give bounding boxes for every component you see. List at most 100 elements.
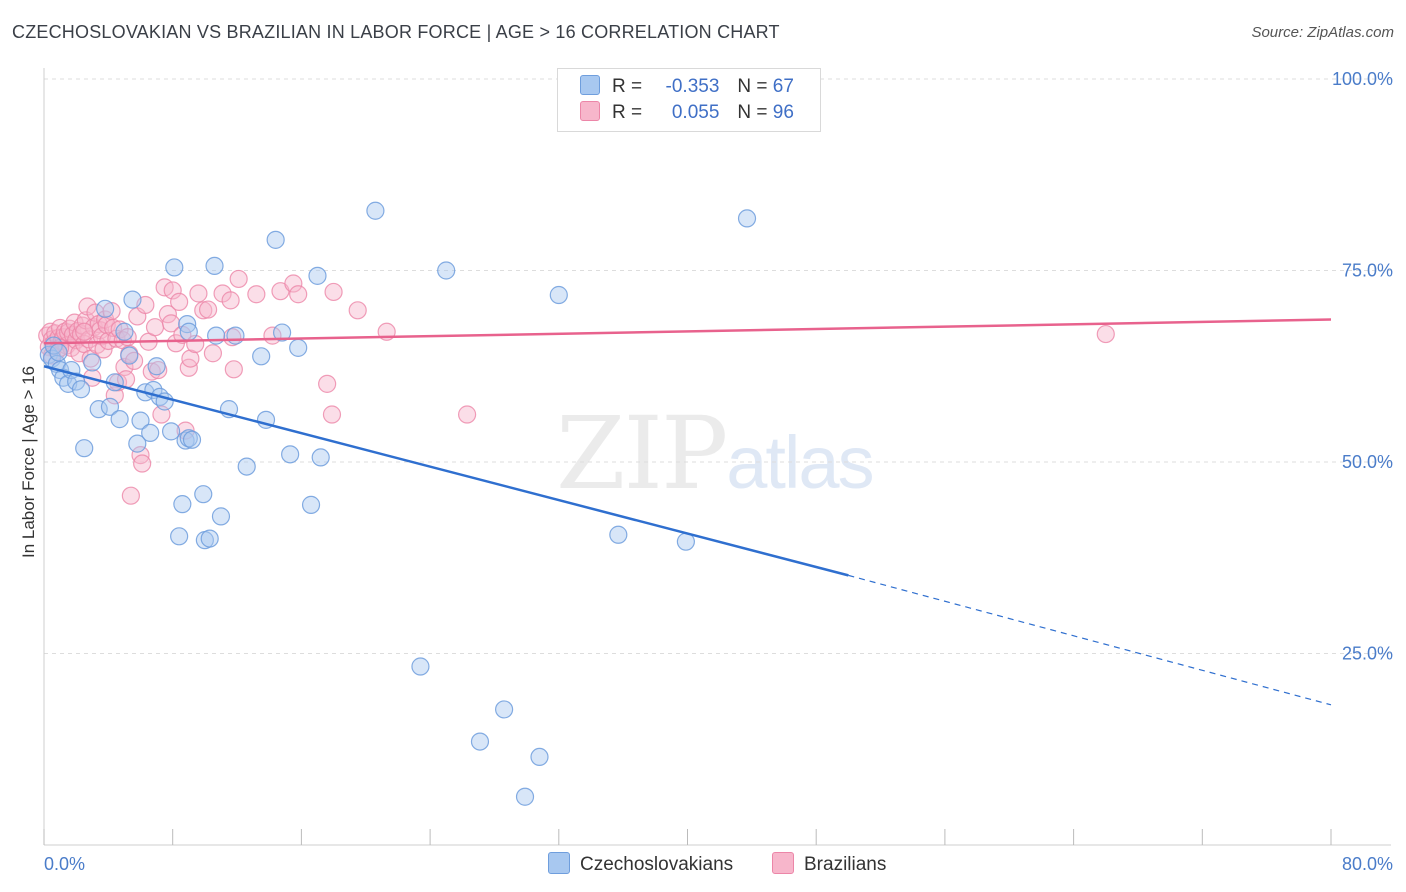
czech-swatch <box>580 75 600 95</box>
legend-n-value: 67 <box>772 76 794 97</box>
data-point-czechoslovakians <box>115 322 134 341</box>
correlation-legend: R = -0.353 N = 67 R = 0.055 N = 96 <box>557 68 821 132</box>
data-point-czechoslovakians <box>83 353 102 372</box>
data-point-czechoslovakians <box>110 410 129 429</box>
legend-r-label: R = <box>612 102 643 123</box>
series-czechoslovakians <box>39 201 757 806</box>
trend-line-czechoslovakians <box>43 365 849 577</box>
legend-item-czechoslovakians: Czechoslovakians <box>548 852 733 876</box>
data-point-brazilians <box>247 285 266 304</box>
data-point-czechoslovakians <box>165 258 184 277</box>
data-point-brazilians <box>179 358 198 377</box>
y-tick-label: 50.0% <box>1342 452 1393 472</box>
data-point-czechoslovakians <box>170 527 189 546</box>
trend-line-czechoslovakians-projection <box>848 574 1332 706</box>
watermark: ZIPatlas <box>556 395 875 512</box>
data-point-brazilians <box>289 285 308 304</box>
data-point-czechoslovakians <box>411 657 430 676</box>
data-point-czechoslovakians <box>237 457 256 476</box>
legend-n-label: N = <box>737 102 768 123</box>
axes <box>43 68 1391 846</box>
data-point-brazilians <box>198 300 218 319</box>
trend-line-brazilians <box>43 318 1332 345</box>
data-point-brazilians <box>133 454 152 473</box>
brazil-swatch <box>580 101 600 121</box>
data-point-brazilians <box>348 301 367 320</box>
data-point-czechoslovakians <box>147 357 166 376</box>
data-point-brazilians <box>163 281 182 300</box>
data-point-czechoslovakians <box>308 266 327 285</box>
legend-item-brazilians: Brazilians <box>772 852 886 876</box>
data-point-brazilians <box>161 314 181 333</box>
data-point-brazilians <box>170 292 189 312</box>
data-point-brazilians <box>203 344 223 363</box>
brazil-swatch <box>772 852 794 874</box>
data-point-czechoslovakians <box>515 787 535 806</box>
data-point-czechoslovakians <box>549 285 568 305</box>
watermark-zip: ZIP <box>556 395 728 512</box>
legend-n-label: N = <box>737 76 768 97</box>
legend-n-value: 96 <box>772 102 794 123</box>
data-point-brazilians <box>94 340 113 359</box>
data-point-brazilians <box>318 374 337 393</box>
source-credit: Source: ZipAtlas.com <box>1251 24 1394 41</box>
data-point-czechoslovakians <box>737 209 757 228</box>
data-point-czechoslovakians <box>301 495 321 514</box>
data-point-brazilians <box>189 284 208 303</box>
y-tick-label: 25.0% <box>1342 644 1393 664</box>
data-point-czechoslovakians <box>178 315 197 334</box>
data-point-czechoslovakians <box>289 338 308 357</box>
chart-title: CZECHOSLOVAKIAN VS BRAZILIAN IN LABOR FO… <box>12 22 780 42</box>
data-point-brazilians <box>224 360 243 379</box>
data-point-czechoslovakians <box>71 380 91 399</box>
data-point-czechoslovakians <box>211 507 231 526</box>
data-point-brazilians <box>86 303 105 322</box>
data-point-czechoslovakians <box>49 343 68 362</box>
data-point-brazilians <box>324 282 343 302</box>
legend-r-value: -0.353 <box>665 76 720 97</box>
data-point-czechoslovakians <box>530 747 549 767</box>
data-point-czechoslovakians <box>75 439 94 458</box>
trend-lines <box>43 318 1332 706</box>
data-point-brazilians <box>221 291 240 310</box>
data-point-czechoslovakians <box>123 290 142 309</box>
data-point-brazilians <box>121 486 140 505</box>
data-point-brazilians <box>87 335 107 354</box>
legend-label: Czechoslovakians <box>580 854 734 875</box>
data-point-czechoslovakians <box>96 299 115 318</box>
data-point-brazilians <box>142 362 161 381</box>
czech-swatch <box>548 852 570 874</box>
data-point-czechoslovakians <box>128 434 147 453</box>
data-point-brazilians <box>284 274 303 293</box>
data-point-brazilians <box>145 318 165 337</box>
legend-r-label: R = <box>612 76 643 97</box>
data-point-czechoslovakians <box>272 323 292 342</box>
data-point-czechoslovakians <box>470 732 490 751</box>
data-point-czechoslovakians <box>609 525 628 544</box>
data-point-czechoslovakians <box>89 400 108 419</box>
legend-r-value: 0.055 <box>671 102 720 123</box>
data-point-brazilians <box>75 322 94 341</box>
data-point-czechoslovakians <box>179 322 198 341</box>
y-axis-label: In Labor Force | Age > 16 <box>19 366 38 558</box>
data-point-czechoslovakians <box>173 495 192 514</box>
data-point-brazilians <box>104 318 123 338</box>
data-point-brazilians <box>229 269 248 289</box>
legend-label: Brazilians <box>804 854 887 875</box>
data-point-czechoslovakians <box>205 256 224 276</box>
data-point-brazilians <box>322 405 342 424</box>
data-point-czechoslovakians <box>495 700 514 719</box>
data-point-czechoslovakians <box>437 261 456 280</box>
series-legend: Czechoslovakians Brazilians <box>0 852 1406 878</box>
x-tick-label: 0.0% <box>44 854 85 874</box>
data-point-czechoslovakians <box>176 431 195 450</box>
data-point-brazilians <box>181 349 200 368</box>
data-point-czechoslovakians <box>182 430 202 449</box>
data-point-czechoslovakians <box>366 201 385 220</box>
legend-row-czechoslovakians: R = -0.353 N = 67 <box>580 75 794 101</box>
data-point-brazilians <box>1096 324 1115 344</box>
data-point-czechoslovakians <box>207 326 226 345</box>
data-point-czechoslovakians <box>120 346 139 365</box>
data-point-brazilians <box>194 301 213 320</box>
